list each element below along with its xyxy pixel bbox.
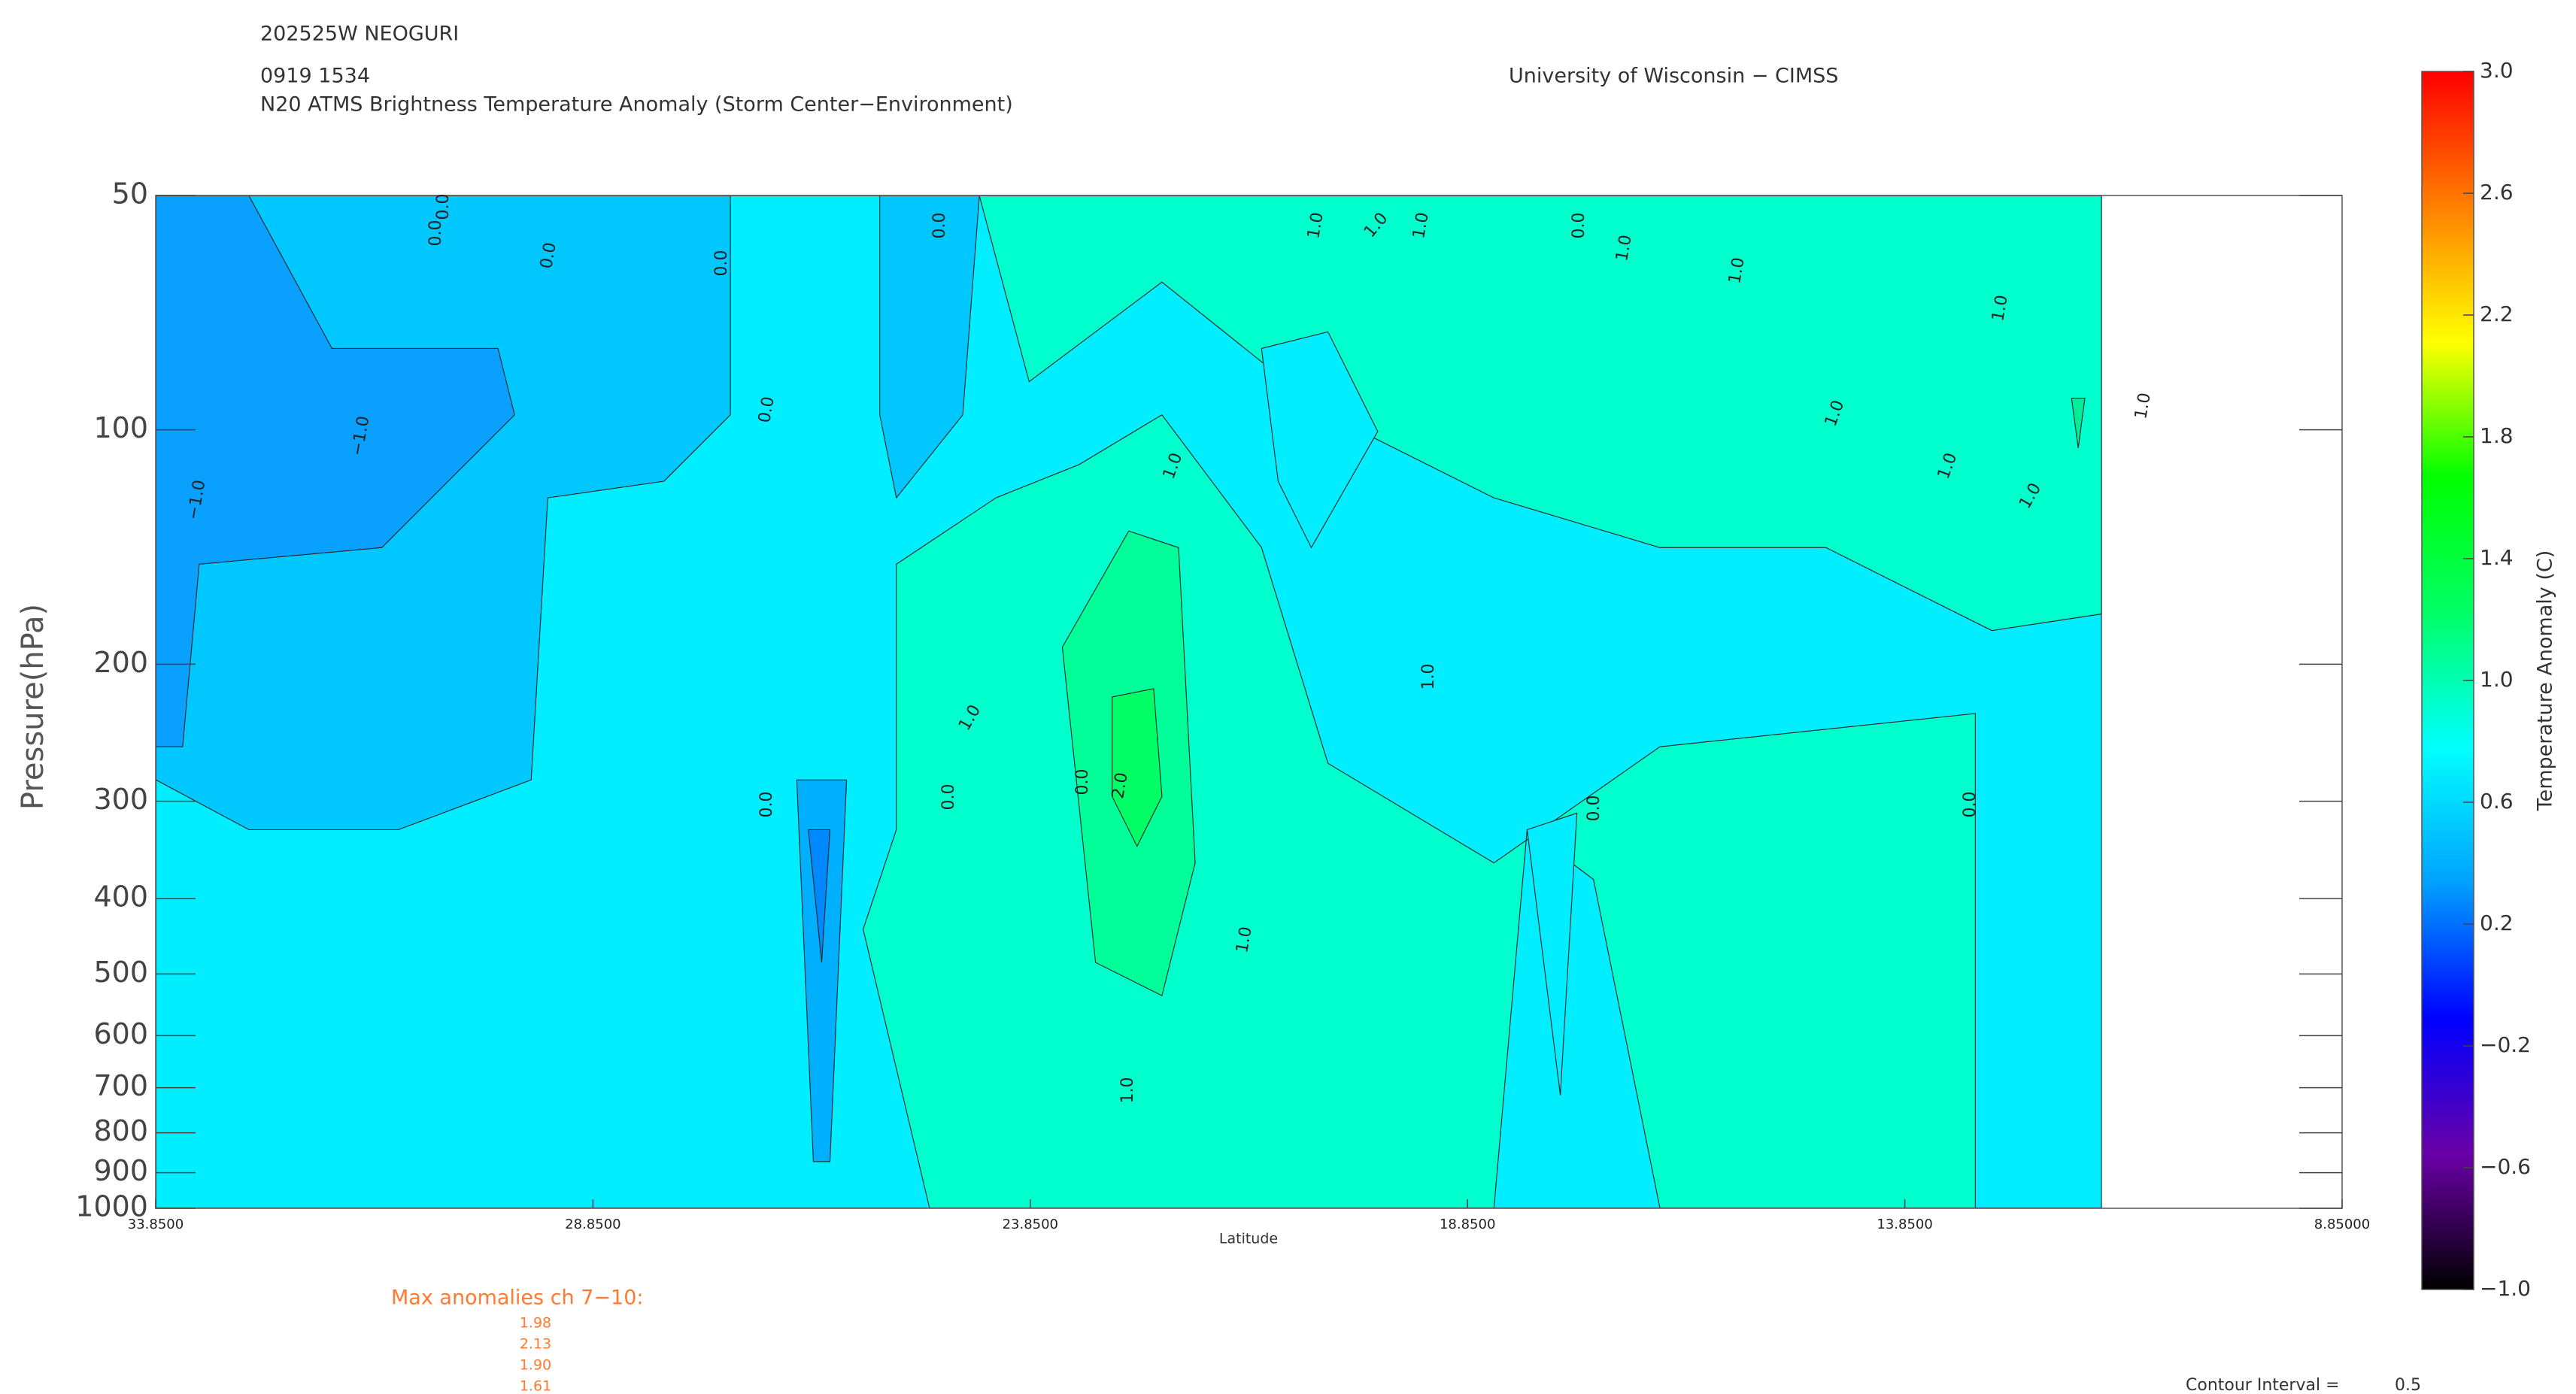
max-anomalies-title: Max anomalies ch 7−10:: [391, 1286, 643, 1310]
y-axis-label: Pressure(hPa): [16, 604, 50, 810]
colorbar-tick-label: −0.6: [2480, 1154, 2531, 1179]
field-region: [1112, 688, 1163, 847]
y-tick-label: 300: [93, 783, 148, 816]
colorbar-tick-label: −0.2: [2480, 1032, 2531, 1057]
x-tick-label: 28.8500: [565, 1217, 620, 1232]
y-tick-label: 200: [93, 646, 148, 679]
colorbar-tick-label: 2.6: [2480, 180, 2514, 205]
x-tick-label: 18.8500: [1440, 1217, 1495, 1232]
contour-label: 0.0: [537, 241, 560, 271]
contour-label: 1.0: [1304, 211, 1327, 241]
contour-field: [155, 195, 2102, 1209]
contour-label: 1.0: [1419, 664, 1438, 690]
plot-frame: [155, 195, 2343, 1209]
max-anomaly-value: 1.61: [520, 1378, 551, 1392]
y-tick-label: 100: [93, 411, 148, 444]
field-region: [979, 195, 2102, 632]
field-region: [1261, 331, 1379, 549]
contour-label: 0.0: [426, 220, 445, 247]
contour-label: 1.0: [1409, 211, 1433, 241]
contour-label: 1.0: [1989, 294, 2012, 323]
colorbar-tick-label: 3.0: [2480, 58, 2514, 83]
contour-label: 0.0: [757, 792, 776, 818]
x-tick-label: 13.8500: [1877, 1217, 1932, 1232]
field-region: [808, 829, 831, 963]
colorbar-tick-label: 2.2: [2480, 302, 2514, 326]
contour-label: 2.0: [1109, 771, 1132, 801]
contour-label: 0.0: [1570, 213, 1588, 239]
y-tick-label: 1000: [75, 1190, 148, 1223]
colorbar-tick-label: 0.2: [2480, 911, 2514, 935]
max-anomaly-value: 2.13: [520, 1336, 551, 1353]
x-tick-label: 8.85000: [2314, 1217, 2370, 1232]
contour-label: 0.0: [1961, 792, 1980, 818]
max-anomaly-value: 1.98: [520, 1315, 551, 1332]
contour-label: 0.0: [712, 250, 731, 277]
colorbar-tick-label: 1.8: [2480, 423, 2514, 448]
contour-label: 1.0: [1725, 256, 1749, 286]
field-region: [796, 779, 848, 1162]
contour-label: 0.0: [434, 194, 453, 220]
contour-label: 0.0: [939, 784, 958, 811]
max-anomaly-value: 1.90: [520, 1357, 551, 1374]
field-region: [2071, 398, 2086, 448]
y-tick-label: 900: [93, 1154, 148, 1187]
contour-label: 0.0: [1585, 795, 1604, 822]
y-tick-label: 500: [93, 956, 148, 989]
x-tick-label: 23.8500: [1003, 1217, 1058, 1232]
contour-label: 0.0: [755, 395, 778, 425]
contour-label: 0.0: [930, 213, 949, 239]
credit: University of Wisconsin − CIMSS: [1509, 65, 1838, 88]
colorbar-tick-label: 0.6: [2480, 789, 2514, 814]
x-axis-label: Latitude: [1219, 1231, 1278, 1247]
colorbar-tick-label: 1.0: [2480, 667, 2514, 692]
chart-title: N20 ATMS Brightness Temperature Anomaly …: [260, 93, 1013, 117]
contour-label: 1.0: [1118, 1077, 1137, 1104]
field-region: [155, 195, 515, 747]
contour-label: 1.0: [1613, 234, 1636, 263]
contour-label: 0.0: [1073, 769, 1092, 795]
contour-interval: 0.5: [2395, 1376, 2421, 1391]
x-tick-label: 33.8500: [128, 1217, 184, 1232]
datetime: 0919 1534: [260, 65, 370, 88]
field-region: [1526, 812, 1578, 1096]
contour-label: 1.0: [2131, 392, 2155, 421]
contour-interval-label: Contour Interval =: [2186, 1376, 2340, 1391]
storm-name: 202525W NEOGURI: [260, 23, 459, 46]
colorbar-tick-label: 1.4: [2480, 545, 2514, 570]
colorbar-label: Temperature Anomaly (C): [2534, 550, 2557, 812]
y-tick-label: 800: [93, 1114, 148, 1147]
y-tick-label: 700: [93, 1069, 148, 1102]
colorbar-tick-label: −1.0: [2480, 1276, 2531, 1301]
y-tick-label: 50: [112, 177, 148, 211]
y-tick-label: 600: [93, 1017, 148, 1050]
y-tick-label: 400: [93, 880, 148, 913]
contour-label: 1.0: [1233, 926, 1256, 955]
